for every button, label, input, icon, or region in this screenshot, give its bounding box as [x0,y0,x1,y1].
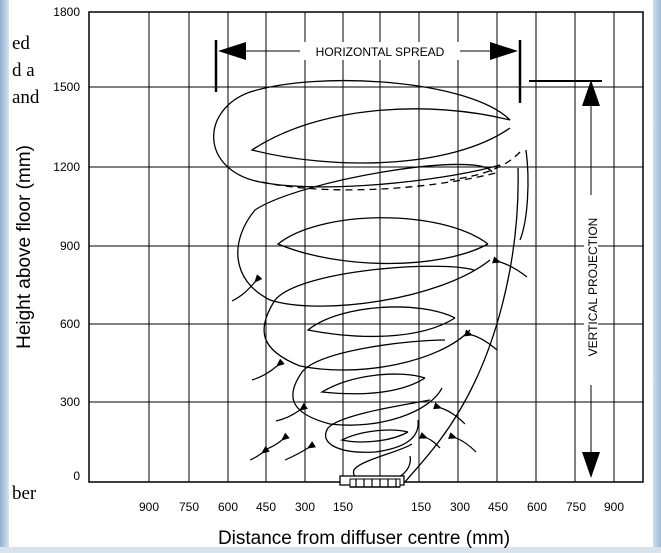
x-tick-label: 300 [450,500,470,514]
side-panel [0,0,9,553]
y-tick-label: 0 [73,469,80,483]
x-tick-label: 450 [256,500,276,514]
x-tick-labels: 900 750 600 450 300 150 150 300 450 600 … [139,500,624,514]
left-text-fragment-1: ed [12,33,30,54]
arrow-left-icon [218,42,246,60]
horizontal-spread-indicator: HORIZONTAL SPREAD [214,40,522,103]
y-axis-title: Height above floor (mm) [14,145,35,349]
x-tick-label: 750 [566,500,586,514]
right-edge [653,0,661,553]
induction-arrow-icon [492,256,528,278]
induction-arrows [231,256,528,461]
induction-arrow-icon [249,445,270,461]
left-text-fragment-3: and [12,87,40,108]
diffuser [339,475,405,488]
induction-arrow-icon [447,432,477,453]
left-text-fragment-2: d a [12,60,35,81]
arrow-right-icon [490,42,518,60]
induction-arrow-icon [275,402,308,422]
arrow-down-icon [582,452,600,478]
x-tick-label: 600 [527,500,547,514]
y-tick-label: 600 [60,317,80,331]
vertical-projection-label: VERTICAL PROJECTION [586,218,600,357]
horizontal-spread-label: HORIZONTAL SPREAD [316,45,445,59]
bottom-edge [0,547,661,553]
left-text-fragment-4: ber [12,483,37,504]
vertical-projection-indicator: VERTICAL PROJECTION [529,80,602,478]
induction-arrow-icon [464,329,498,351]
induction-arrow-icon [418,431,441,449]
x-axis-title: Distance from diffuser centre (mm) [218,528,510,549]
induction-arrow-icon [284,441,317,461]
x-tick-label: 150 [411,500,431,514]
induction-arrow-icon [231,274,263,302]
y-tick-label: 300 [60,395,80,409]
induction-arrow-icon [433,402,466,425]
x-tick-label: 450 [488,500,508,514]
y-tick-label: 900 [60,239,80,253]
plot-frame [88,11,644,483]
x-tick-label: 900 [139,500,159,514]
x-tick-label: 600 [218,500,238,514]
y-tick-label: 1800 [53,5,80,19]
y-tick-label: 1200 [53,160,80,174]
spiral-airflow-pattern [213,79,529,483]
grid-horizontal [89,86,643,403]
x-tick-label: 150 [333,500,353,514]
x-tick-label: 900 [604,500,624,514]
induction-arrow-icon [251,358,285,381]
x-tick-label: 300 [295,500,315,514]
arrow-up-icon [582,80,600,106]
y-tick-labels: 0 300 600 900 1200 1500 1800 [53,5,80,483]
induction-arrow-icon [263,432,290,451]
y-tick-label: 1500 [53,80,80,94]
x-tick-label: 750 [179,500,199,514]
